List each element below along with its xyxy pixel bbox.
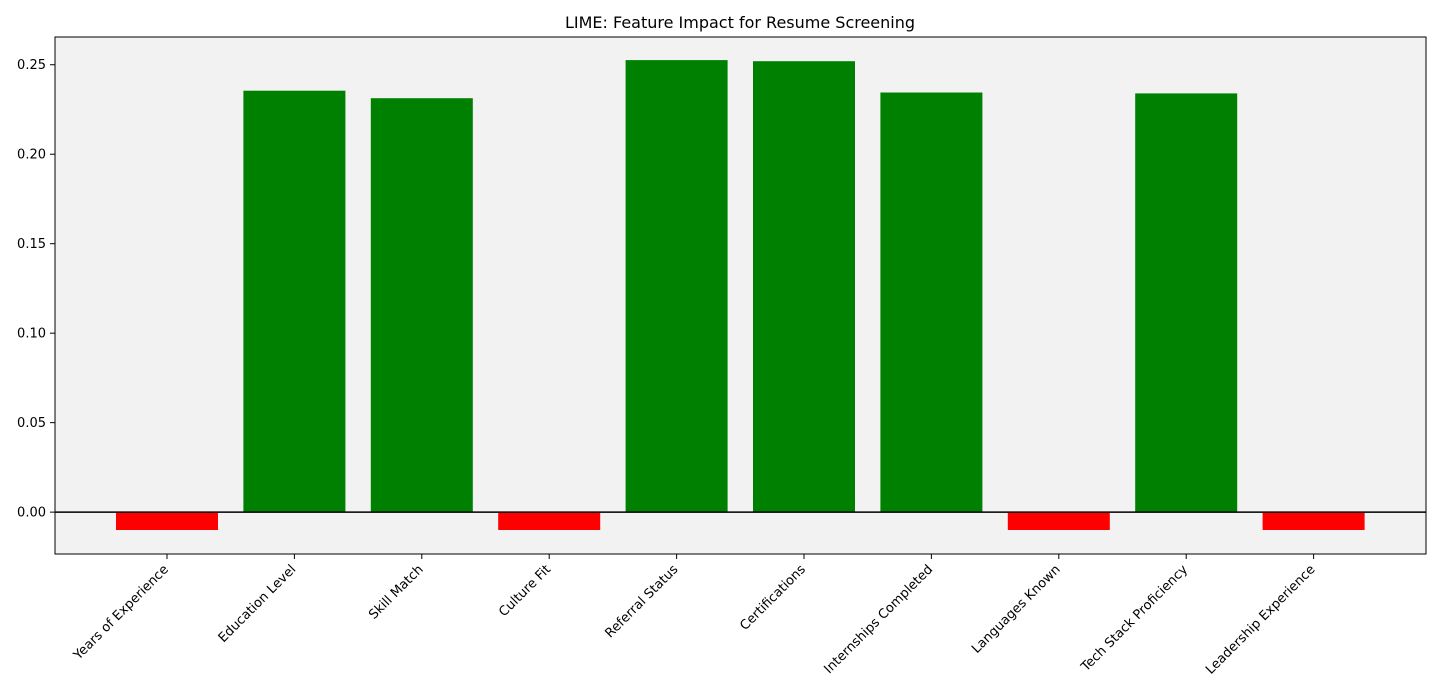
x-tick-label: Referral Status — [602, 562, 681, 641]
bar-certifications — [753, 61, 855, 513]
bar-languages-known — [1007, 512, 1110, 530]
y-tick-label: 0.10 — [17, 327, 46, 342]
y-tick-label: 0.20 — [17, 148, 46, 163]
chart-title: LIME: Feature Impact for Resume Screenin… — [565, 13, 915, 32]
bar-tech-stack-proficiency — [1135, 93, 1238, 513]
x-tick-label: Internships Completed — [822, 562, 937, 677]
bars-group — [116, 60, 1365, 530]
x-tick-label: Languages Known — [969, 562, 1064, 657]
bar-internships-completed — [880, 92, 983, 513]
bar-years-of-experience — [116, 512, 218, 530]
bar-culture-fit — [498, 512, 601, 530]
x-tick-label: Leadership Experience — [1203, 562, 1318, 677]
bar-referral-status — [625, 60, 728, 513]
bar-leadership-experience — [1262, 512, 1365, 530]
y-tick-label: 0.05 — [17, 416, 46, 431]
x-tick-label: Tech Stack Proficiency — [1078, 562, 1191, 675]
x-tick-label: Skill Match — [366, 562, 426, 622]
y-axis: 0.00 0.05 0.10 0.15 0.20 0.25 — [17, 58, 55, 521]
y-tick-label: 0.15 — [17, 237, 46, 252]
x-tick-label: Years of Experience — [70, 562, 172, 664]
x-axis: Years of Experience Education Level Skill … — [70, 554, 1318, 678]
x-tick-label: Education Level — [216, 562, 300, 646]
bar-skill-match — [370, 98, 473, 513]
x-tick-label: Culture Fit — [496, 562, 554, 620]
x-tick-label: Certifications — [737, 562, 809, 634]
y-tick-label: 0.25 — [17, 58, 46, 73]
y-tick-label: 0.00 — [17, 506, 46, 521]
bar-education-level — [243, 90, 346, 513]
